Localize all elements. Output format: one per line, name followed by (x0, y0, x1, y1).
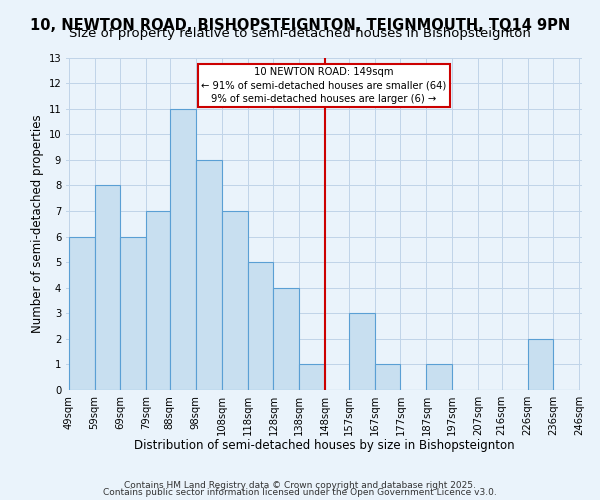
Bar (527, 339, 553, 390)
Bar (68, 236, 95, 390)
Text: 10, NEWTON ROAD, BISHOPSTEIGNTON, TEIGNMOUTH, TQ14 9PN: 10, NEWTON ROAD, BISHOPSTEIGNTON, TEIGNM… (30, 18, 570, 32)
Bar (274, 288, 299, 390)
Text: Contains public sector information licensed under the Open Government Licence v3: Contains public sector information licen… (103, 488, 497, 497)
Bar (374, 364, 400, 390)
Bar (146, 211, 170, 390)
Bar (121, 236, 146, 390)
Bar (170, 108, 196, 390)
Bar (299, 364, 325, 390)
Bar (221, 211, 248, 390)
Bar (248, 262, 274, 390)
Bar (349, 314, 374, 390)
Bar (196, 160, 221, 390)
Bar (427, 364, 452, 390)
Text: 10 NEWTON ROAD: 149sqm
← 91% of semi-detached houses are smaller (64)
9% of semi: 10 NEWTON ROAD: 149sqm ← 91% of semi-det… (202, 68, 446, 104)
Y-axis label: Number of semi-detached properties: Number of semi-detached properties (31, 114, 44, 333)
Text: Contains HM Land Registry data © Crown copyright and database right 2025.: Contains HM Land Registry data © Crown c… (124, 480, 476, 490)
Bar (95, 186, 121, 390)
X-axis label: Distribution of semi-detached houses by size in Bishopsteignton: Distribution of semi-detached houses by … (134, 440, 514, 452)
Text: Size of property relative to semi-detached houses in Bishopsteignton: Size of property relative to semi-detach… (69, 28, 531, 40)
